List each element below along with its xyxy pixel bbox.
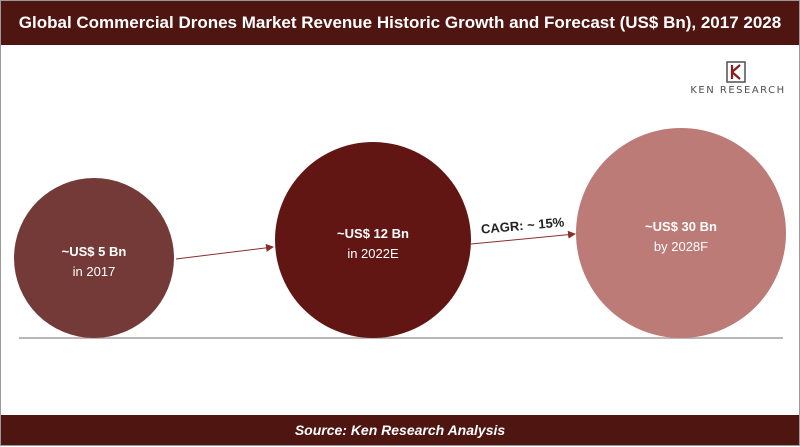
bubble-2022e [275, 142, 471, 338]
logo-text: KEN RESEARCH [690, 85, 786, 96]
growth-arrow-1 [175, 243, 274, 260]
bubble-2017 [14, 178, 174, 338]
bubble-year-label: in 2017 [73, 264, 116, 279]
ken-research-logo: KEN RESEARCH [683, 61, 793, 101]
bubble-value-label: ~US$ 5 Bn [62, 244, 127, 259]
chart-title: Global Commercial Drones Market Revenue … [1, 1, 799, 45]
bubble-value-label: ~US$ 30 Bn [645, 219, 717, 234]
bubble-year-label: in 2022E [347, 246, 399, 261]
cagr-label: CAGR: ~ 15% [480, 214, 565, 236]
source-note: Source: Ken Research Analysis [1, 415, 799, 445]
bubble-year-label: by 2028F [654, 239, 708, 254]
ken-research-k-icon [726, 61, 746, 83]
bubble-2028f [576, 128, 786, 338]
bubble-value-label: ~US$ 12 Bn [337, 226, 409, 241]
growth-arrow-2 [470, 230, 576, 245]
